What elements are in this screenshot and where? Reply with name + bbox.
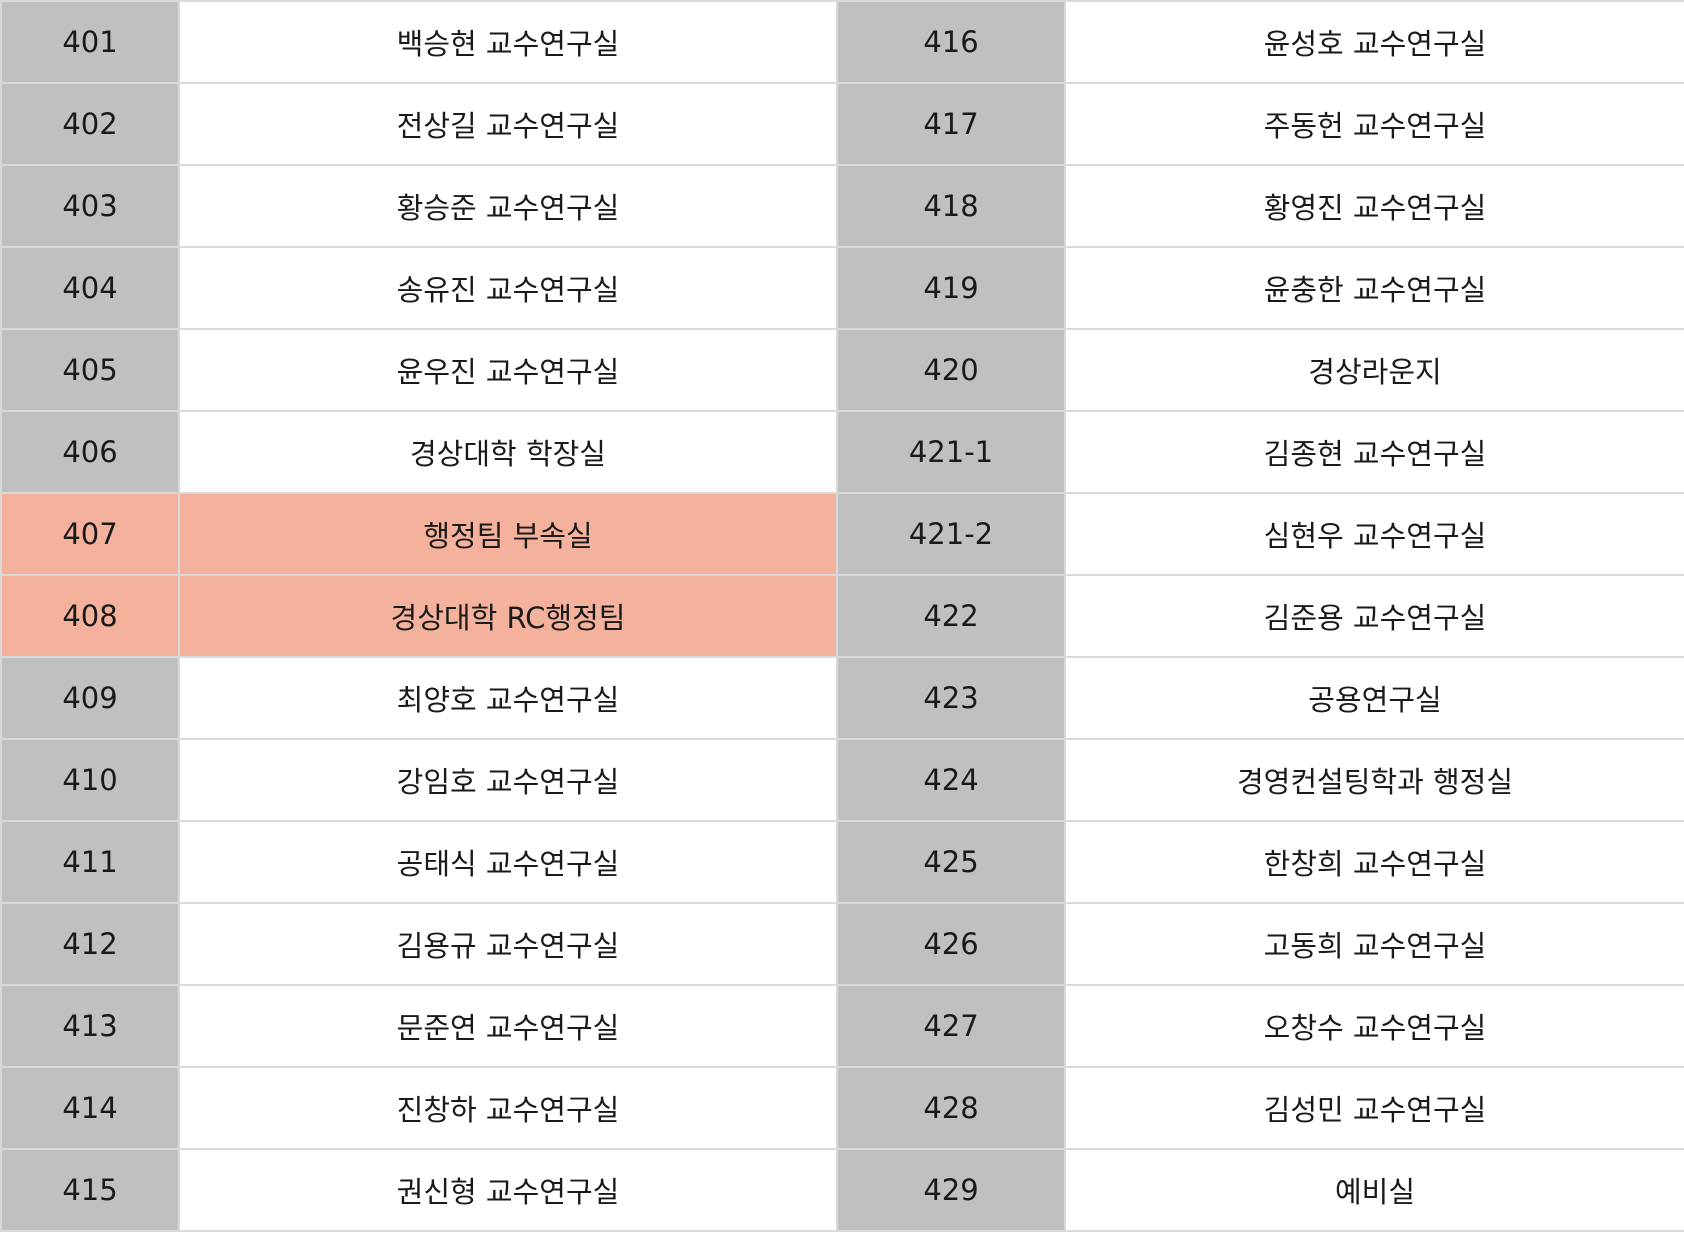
room-number-right: 421-2: [836, 492, 1066, 576]
table-row-highlighted: 407 행정팀 부속실 421-2 심현우 교수연구실: [0, 492, 1684, 576]
room-name-right: 심현우 교수연구실: [1064, 492, 1684, 576]
table-row: 410 강임호 교수연구실 424 경영컨설팅학과 행정실: [0, 738, 1684, 822]
table-row: 415 권신형 교수연구실 429 예비실: [0, 1148, 1684, 1232]
room-name-right: 경영컨설팅학과 행정실: [1064, 738, 1684, 822]
table-row: 406 경상대학 학장실 421-1 김종현 교수연구실: [0, 410, 1684, 494]
room-name-left: 공태식 교수연구실: [178, 820, 838, 904]
room-name-right: 윤충한 교수연구실: [1064, 246, 1684, 330]
room-number-left: 413: [0, 984, 180, 1068]
room-name-left: 권신형 교수연구실: [178, 1148, 838, 1232]
room-number-left: 407: [0, 492, 180, 576]
table-row: 402 전상길 교수연구실 417 주동헌 교수연구실: [0, 82, 1684, 166]
room-name-left: 백승현 교수연구실: [178, 0, 838, 84]
room-number-right: 416: [836, 0, 1066, 84]
room-number-right: 420: [836, 328, 1066, 412]
room-number-right: 421-1: [836, 410, 1066, 494]
room-name-right: 고동희 교수연구실: [1064, 902, 1684, 986]
room-number-left: 406: [0, 410, 180, 494]
table-row: 414 진창하 교수연구실 428 김성민 교수연구실: [0, 1066, 1684, 1150]
room-name-right: 공용연구실: [1064, 656, 1684, 740]
room-name-right: 주동헌 교수연구실: [1064, 82, 1684, 166]
room-number-right: 424: [836, 738, 1066, 822]
room-name-right: 김준용 교수연구실: [1064, 574, 1684, 658]
room-name-left: 황승준 교수연구실: [178, 164, 838, 248]
room-number-right: 425: [836, 820, 1066, 904]
room-number-left: 409: [0, 656, 180, 740]
room-number-left: 402: [0, 82, 180, 166]
room-name-right: 황영진 교수연구실: [1064, 164, 1684, 248]
room-number-right: 422: [836, 574, 1066, 658]
room-name-left: 강임호 교수연구실: [178, 738, 838, 822]
room-name-right: 예비실: [1064, 1148, 1684, 1232]
room-name-right: 오창수 교수연구실: [1064, 984, 1684, 1068]
room-number-left: 408: [0, 574, 180, 658]
room-name-left: 경상대학 RC행정팀: [178, 574, 838, 658]
room-number-right: 429: [836, 1148, 1066, 1232]
table-row: 401 백승현 교수연구실 416 윤성호 교수연구실: [0, 0, 1684, 84]
room-name-right: 경상라운지: [1064, 328, 1684, 412]
room-name-left: 김용규 교수연구실: [178, 902, 838, 986]
room-number-right: 423: [836, 656, 1066, 740]
table-row: 403 황승준 교수연구실 418 황영진 교수연구실: [0, 164, 1684, 248]
room-number-right: 428: [836, 1066, 1066, 1150]
room-name-left: 문준연 교수연구실: [178, 984, 838, 1068]
room-name-left: 최양호 교수연구실: [178, 656, 838, 740]
table-row: 411 공태식 교수연구실 425 한창희 교수연구실: [0, 820, 1684, 904]
room-name-right: 김종현 교수연구실: [1064, 410, 1684, 494]
room-name-right: 윤성호 교수연구실: [1064, 0, 1684, 84]
room-name-left: 경상대학 학장실: [178, 410, 838, 494]
room-name-right: 한창희 교수연구실: [1064, 820, 1684, 904]
room-number-left: 412: [0, 902, 180, 986]
room-number-right: 427: [836, 984, 1066, 1068]
room-number-right: 417: [836, 82, 1066, 166]
room-name-left: 전상길 교수연구실: [178, 82, 838, 166]
room-name-left: 윤우진 교수연구실: [178, 328, 838, 412]
room-name-left: 진창하 교수연구실: [178, 1066, 838, 1150]
room-number-left: 414: [0, 1066, 180, 1150]
room-name-left: 행정팀 부속실: [178, 492, 838, 576]
room-number-left: 405: [0, 328, 180, 412]
room-number-left: 415: [0, 1148, 180, 1232]
room-number-left: 403: [0, 164, 180, 248]
table-row: 404 송유진 교수연구실 419 윤충한 교수연구실: [0, 246, 1684, 330]
room-name-right: 김성민 교수연구실: [1064, 1066, 1684, 1150]
table-row: 405 윤우진 교수연구실 420 경상라운지: [0, 328, 1684, 412]
room-number-right: 419: [836, 246, 1066, 330]
room-number-right: 418: [836, 164, 1066, 248]
table-row-highlighted: 408 경상대학 RC행정팀 422 김준용 교수연구실: [0, 574, 1684, 658]
table-row: 409 최양호 교수연구실 423 공용연구실: [0, 656, 1684, 740]
table-row: 413 문준연 교수연구실 427 오창수 교수연구실: [0, 984, 1684, 1068]
room-name-left: 송유진 교수연구실: [178, 246, 838, 330]
table-row: 412 김용규 교수연구실 426 고동희 교수연구실: [0, 902, 1684, 986]
room-number-left: 401: [0, 0, 180, 84]
room-number-left: 410: [0, 738, 180, 822]
room-number-left: 411: [0, 820, 180, 904]
room-number-left: 404: [0, 246, 180, 330]
room-number-right: 426: [836, 902, 1066, 986]
